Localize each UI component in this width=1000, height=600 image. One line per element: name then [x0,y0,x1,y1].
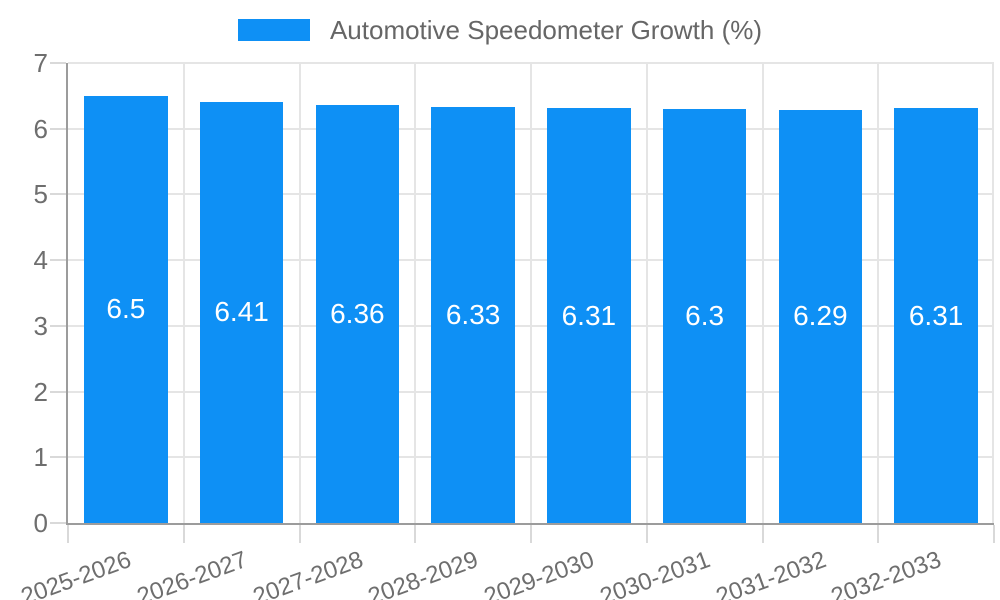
x-tick-label: 2025-2026 [17,546,135,600]
bar[interactable]: 6.3 [662,109,747,523]
bar[interactable]: 6.5 [84,95,168,523]
bar-value-label: 6.5 [106,293,146,325]
bar[interactable]: 6.31 [547,108,631,523]
x-grid-line [992,63,994,523]
x-grid-line [877,63,880,523]
x-axis-line [66,523,994,525]
x-grid-line [298,63,301,523]
x-tick-label: 2028-2029 [364,546,483,600]
bar-value-label: 6.36 [330,298,385,330]
y-tick-label: 6 [33,113,48,144]
x-tick-label: 2032-2033 [827,546,946,600]
bar-value-label: 6.31 [561,299,617,331]
y-tick-label: 4 [33,245,48,276]
x-tick-mark [182,525,185,543]
bar[interactable]: 6.36 [315,105,400,523]
y-axis-line [66,63,68,525]
plot-area: 0 1 2 3 4 5 6 7 6.5 2025-2026 6.41 2026-2027 6.36 202… [18,48,995,600]
y-tick-mark [50,259,66,262]
y-tick-label: 5 [33,179,48,210]
y-tick-mark [50,456,66,459]
y-tick-label: 2 [33,376,48,407]
legend-label: Automotive Speedometer Growth (%) [329,15,763,45]
legend-item[interactable]: Automotive Speedometer Growth (%) [0,16,1000,44]
x-tick-mark [877,525,880,543]
bar[interactable]: 6.31 [894,108,978,523]
x-grid-line [530,63,532,523]
bar-value-label: 6.41 [214,296,269,328]
x-tick-mark [298,525,301,543]
bar-value-label: 6.33 [445,299,501,331]
bar-value-label: 6.31 [908,299,964,331]
x-tick-label: 2027-2028 [249,546,367,600]
x-tick-mark [414,525,417,543]
y-tick-mark [50,324,66,327]
y-tick-label: 7 [33,48,48,78]
y-tick-mark [50,193,66,196]
bar[interactable]: 6.29 [778,109,863,523]
x-tick-mark [530,525,532,543]
x-tick-mark [67,525,69,543]
x-grid-line [182,63,185,523]
bar[interactable]: 6.33 [431,107,515,523]
x-tick-label: 2029-2030 [480,546,598,600]
y-tick-mark [50,62,66,64]
y-tick-label: 3 [33,310,48,341]
y-tick-label: 0 [33,508,48,538]
legend-swatch [237,19,310,41]
x-tick-mark [645,525,648,543]
bar-value-label: 6.29 [793,300,848,332]
x-grid-line [414,63,417,523]
x-tick-label: 2030-2031 [596,546,714,600]
y-tick-mark [50,522,66,524]
x-grid-line [645,63,648,523]
x-tick-mark [993,525,995,543]
y-tick-mark [50,127,66,130]
y-tick-label: 1 [33,442,48,473]
y-tick-mark [50,390,66,393]
x-grid-line [761,63,764,523]
bar-value-label: 6.3 [685,300,725,331]
bar[interactable]: 6.41 [199,101,284,523]
x-tick-label: 2031-2032 [712,546,830,600]
x-tick-label: 2026-2027 [133,546,251,600]
x-tick-mark [761,525,764,543]
